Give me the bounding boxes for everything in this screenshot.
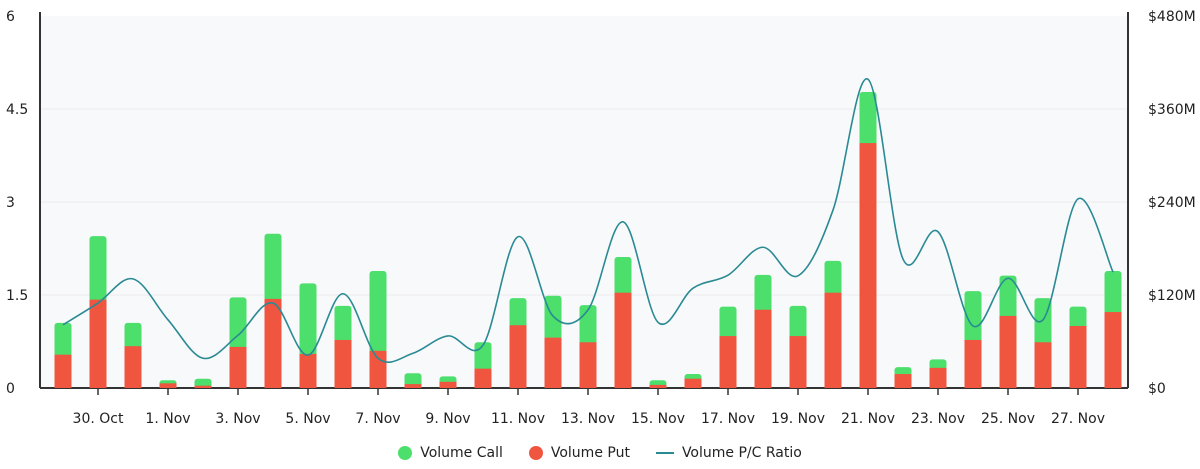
x-tick-label: 5. Nov	[285, 411, 330, 427]
bar-put	[754, 309, 772, 388]
bar-put	[964, 339, 982, 388]
x-tick-label: 19. Nov	[771, 411, 825, 427]
bar-put	[264, 298, 282, 388]
x-tick-label: 11. Nov	[491, 411, 545, 427]
bar-call	[929, 359, 947, 370]
x-tick-label: 7. Nov	[355, 411, 400, 427]
y-left-tick-label: 4.5	[6, 102, 28, 118]
y-right-tick-label: $240M	[1148, 195, 1196, 211]
bar-put	[614, 292, 632, 388]
bar-call	[964, 291, 982, 342]
bar-put	[509, 325, 527, 388]
bar-put	[1104, 312, 1122, 388]
legend-label-call: Volume Call	[420, 445, 503, 461]
bar-put	[229, 346, 247, 388]
x-tick-label: 17. Nov	[701, 411, 755, 427]
bar-put	[579, 342, 597, 388]
y-left-tick-label: 1.5	[6, 288, 28, 304]
bar-call	[124, 322, 142, 349]
bar-put	[474, 368, 492, 388]
bar-call	[54, 322, 72, 357]
bar-put	[824, 292, 842, 388]
bar-call	[859, 91, 877, 146]
bar-put	[1069, 326, 1087, 388]
bar-put	[439, 381, 457, 388]
bar-put	[929, 367, 947, 388]
bar-call	[754, 274, 772, 312]
bar-call	[789, 305, 807, 339]
bar-put	[334, 339, 352, 388]
legend-label-put: Volume Put	[550, 445, 630, 461]
bar-call	[334, 305, 352, 342]
bar-call	[229, 297, 247, 349]
x-tick-label: 13. Nov	[561, 411, 615, 427]
bar-put	[719, 336, 737, 388]
y-left-tick-label: 3	[6, 195, 15, 211]
y-right-tick-label: $0	[1148, 381, 1166, 397]
bar-put	[404, 384, 422, 388]
y-left-tick-label: 0	[6, 381, 15, 397]
x-tick-label: 9. Nov	[425, 411, 470, 427]
bar-call	[544, 295, 562, 340]
bar-put	[54, 354, 72, 388]
x-tick-label: 15. Nov	[631, 411, 685, 427]
bar-put	[544, 337, 562, 388]
bar-call	[999, 275, 1017, 318]
y-left-tick-label: 6	[6, 9, 15, 25]
bar-call	[824, 260, 842, 295]
x-tick-label: 1. Nov	[145, 411, 190, 427]
bar-call	[404, 373, 422, 387]
bar-call	[369, 270, 387, 353]
bar-call	[894, 367, 912, 377]
bar-put	[299, 353, 317, 388]
put-swatch	[528, 446, 543, 460]
bar-put	[1034, 342, 1052, 388]
bar-put	[789, 336, 807, 388]
bar-call	[89, 236, 107, 302]
legend-item-put[interactable]: Volume Put	[528, 445, 630, 461]
x-tick-label: 25. Nov	[981, 411, 1035, 427]
bar-put	[369, 350, 387, 388]
bar-put	[894, 374, 912, 388]
x-tick-label: 21. Nov	[841, 411, 895, 427]
x-tick-label: 23. Nov	[911, 411, 965, 427]
bar-call	[1104, 270, 1122, 315]
bar-call	[194, 378, 212, 388]
y-right-tick-label: $360M	[1148, 102, 1196, 118]
bar-put	[649, 384, 667, 388]
bar-call	[264, 233, 282, 301]
x-tick-label: 30. Oct	[73, 411, 124, 427]
chart: 0 1.5 3 4.5 6 $0 $120M $240M $360M $480M 30. Oct 1.…	[6, 9, 1196, 427]
bar-call	[299, 283, 317, 356]
bar-put	[859, 143, 877, 388]
legend-item-call[interactable]: Volume Call	[398, 445, 503, 461]
bar-put	[684, 378, 702, 388]
legend: Volume Call Volume Put Volume P/C Ratio	[0, 445, 1200, 461]
bar-put	[159, 383, 177, 388]
bar-call	[719, 306, 737, 339]
bar-call	[614, 257, 632, 295]
bar-call	[1069, 306, 1087, 328]
y-right-tick-label: $120M	[1148, 288, 1196, 304]
bar-call	[509, 298, 527, 328]
bar-put	[194, 385, 212, 388]
bar-put	[89, 299, 107, 388]
legend-label-ratio: Volume P/C Ratio	[681, 445, 802, 461]
x-tick-label: 27. Nov	[1051, 411, 1105, 427]
ratio-swatch	[655, 452, 674, 454]
ratio-line	[62, 78, 1114, 363]
x-tick-label: 3. Nov	[215, 411, 260, 427]
bar-put	[124, 346, 142, 388]
legend-item-ratio[interactable]: Volume P/C Ratio	[655, 445, 802, 461]
y-right-tick-label: $480M	[1148, 9, 1196, 25]
call-swatch	[398, 446, 413, 460]
bar-put	[999, 315, 1017, 388]
